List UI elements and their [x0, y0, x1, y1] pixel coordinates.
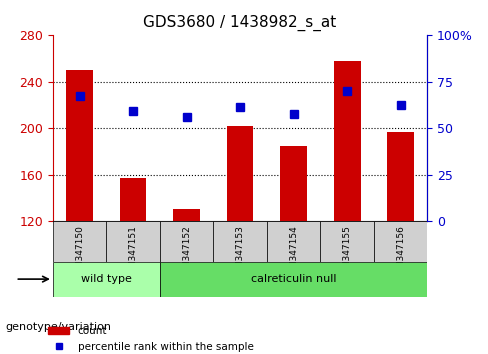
Text: GSM347151: GSM347151 — [128, 225, 138, 280]
Bar — [280, 145, 307, 221]
Legend: count, percentile rank within the sample: count, percentile rank within the sample — [44, 322, 258, 354]
Bar — [120, 178, 146, 221]
FancyBboxPatch shape — [106, 221, 160, 262]
FancyBboxPatch shape — [53, 221, 106, 262]
FancyBboxPatch shape — [321, 221, 374, 262]
FancyBboxPatch shape — [160, 221, 213, 262]
Text: GSM347152: GSM347152 — [182, 225, 191, 280]
FancyBboxPatch shape — [160, 262, 427, 297]
Text: genotype/variation: genotype/variation — [5, 322, 111, 332]
FancyBboxPatch shape — [267, 221, 321, 262]
FancyBboxPatch shape — [213, 221, 267, 262]
Text: GSM347156: GSM347156 — [396, 225, 405, 280]
Bar — [387, 132, 414, 221]
Text: calreticulin null: calreticulin null — [251, 274, 336, 284]
Title: GDS3680 / 1438982_s_at: GDS3680 / 1438982_s_at — [143, 15, 337, 31]
Text: GSM347153: GSM347153 — [236, 225, 244, 280]
Text: GSM347150: GSM347150 — [75, 225, 84, 280]
Bar — [173, 210, 200, 221]
FancyBboxPatch shape — [374, 221, 427, 262]
Text: GSM347155: GSM347155 — [343, 225, 352, 280]
Text: wild type: wild type — [81, 274, 132, 284]
Bar — [227, 126, 253, 221]
Text: GSM347154: GSM347154 — [289, 225, 298, 280]
Bar — [334, 61, 361, 221]
Bar — [66, 70, 93, 221]
FancyBboxPatch shape — [53, 262, 160, 297]
